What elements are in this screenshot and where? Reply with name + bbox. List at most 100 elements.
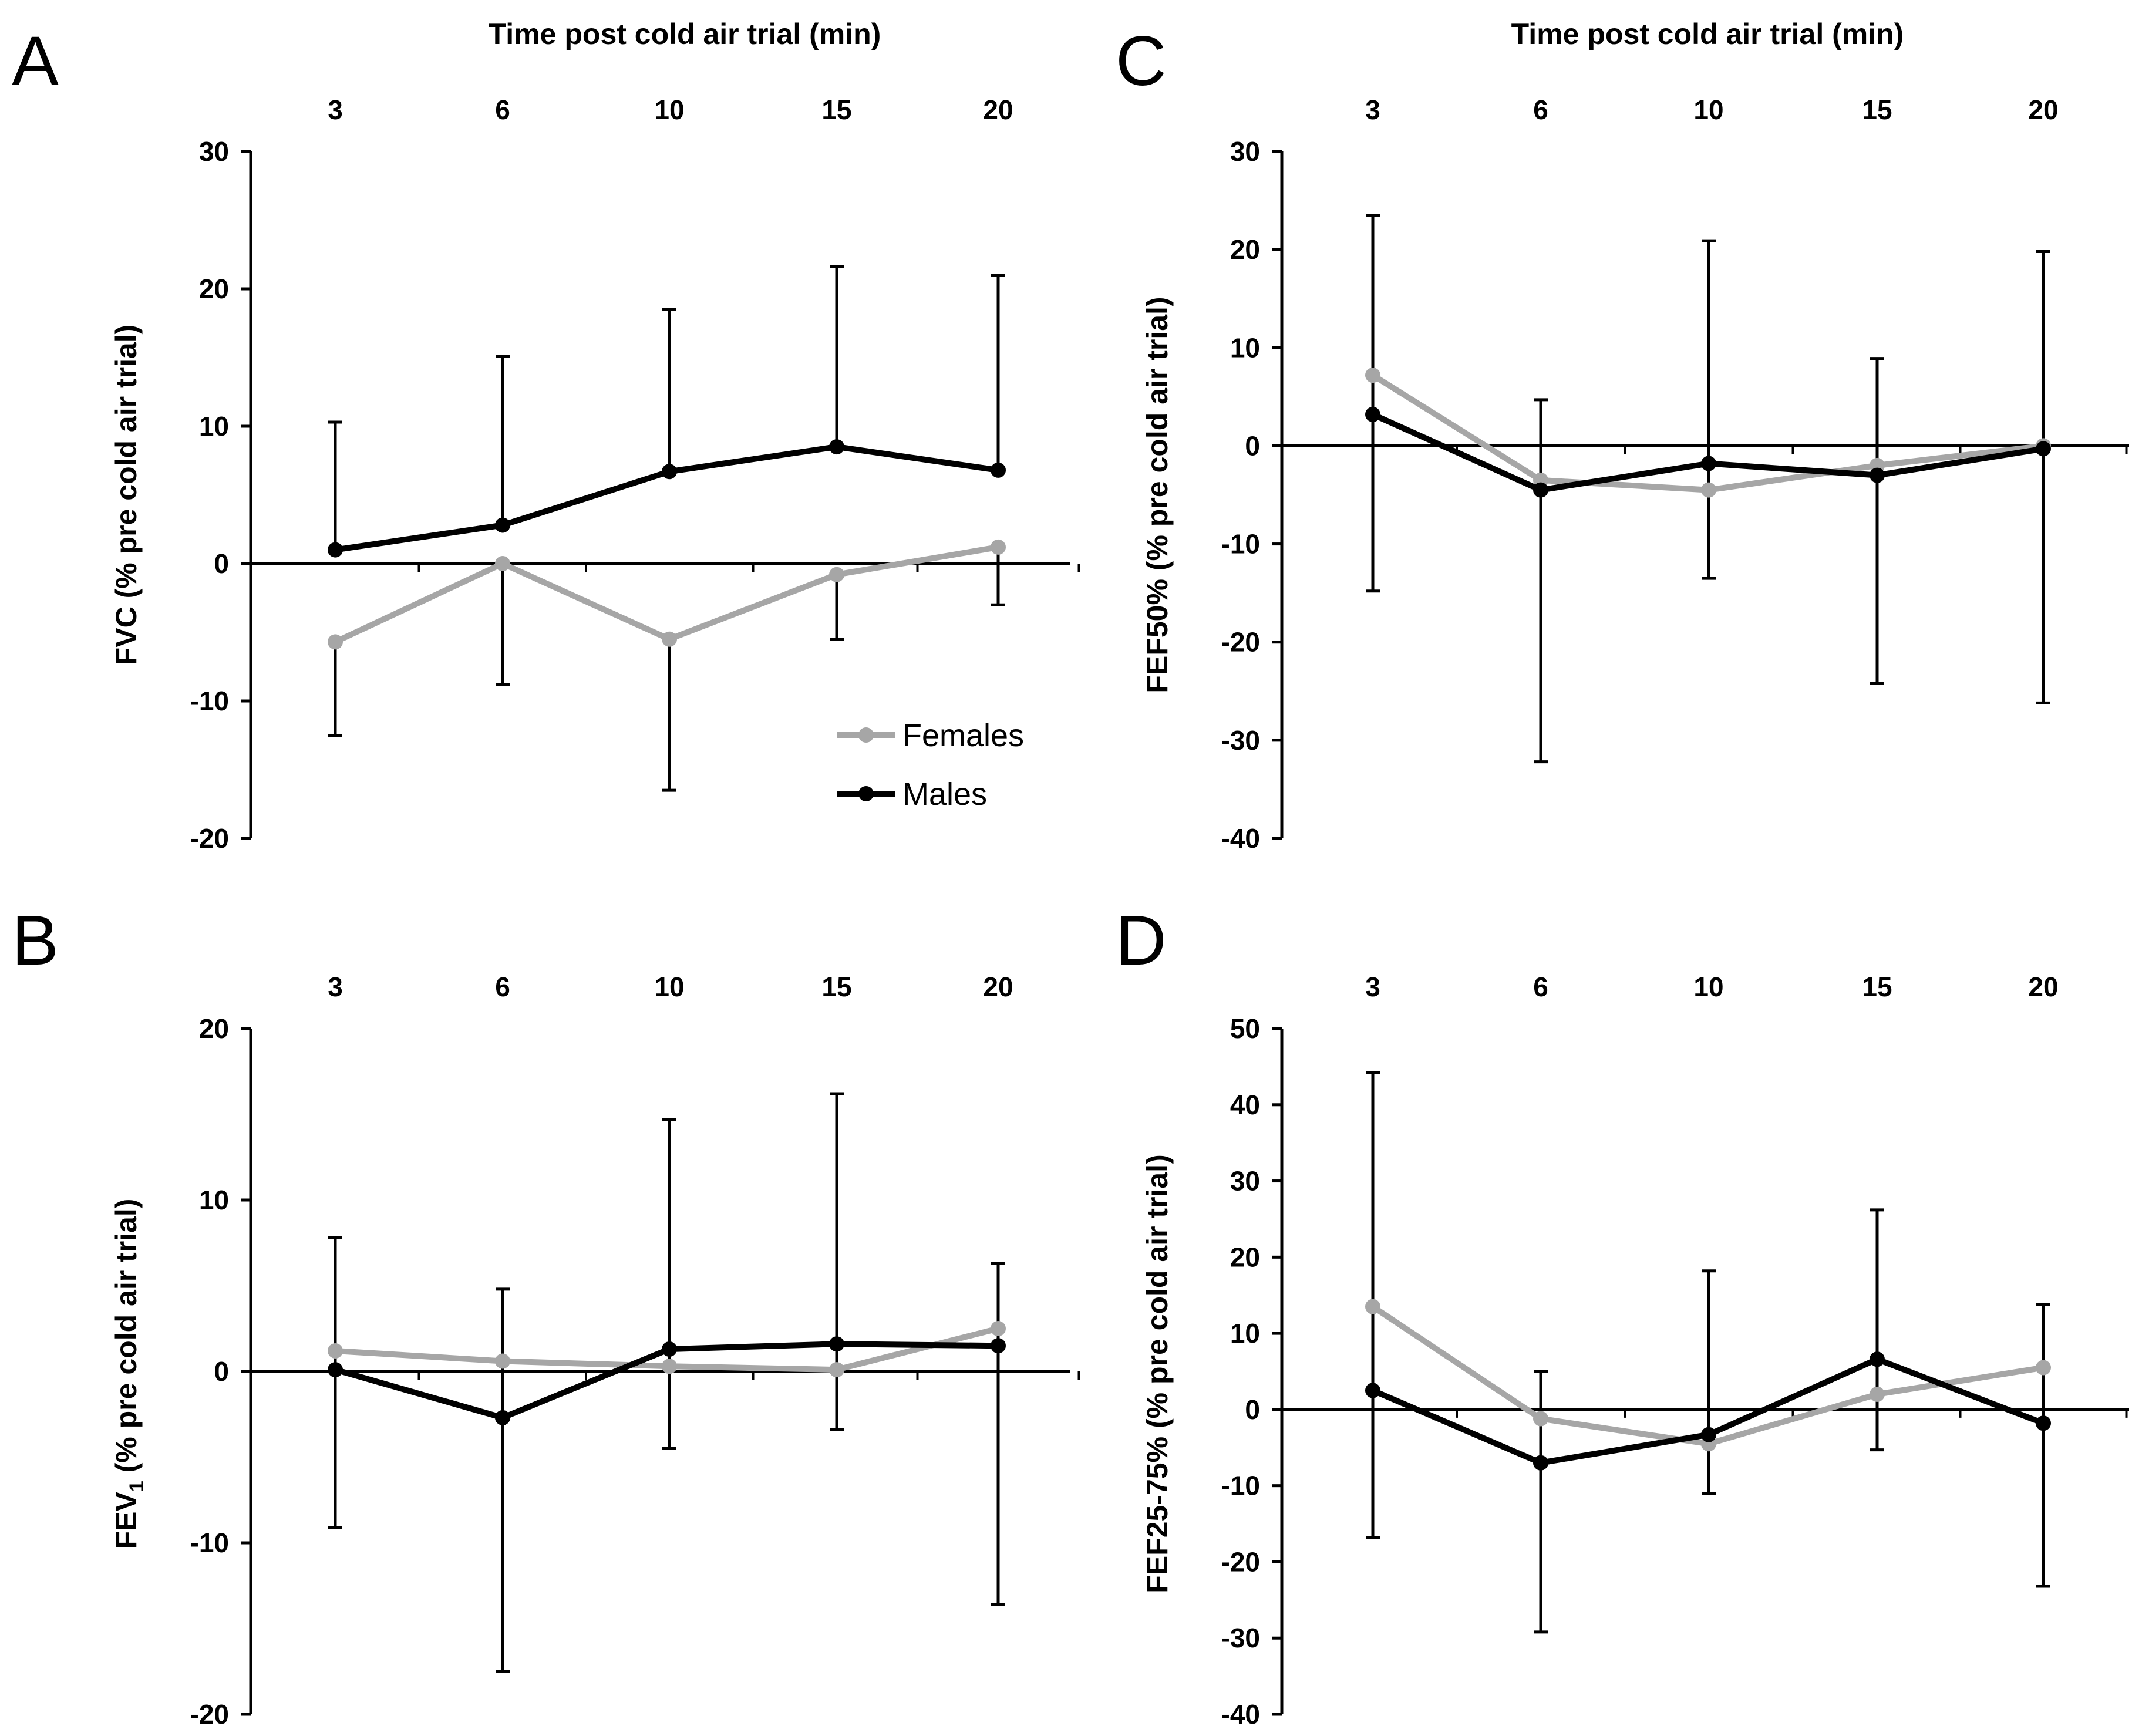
x-tick-label: 15 — [1862, 95, 1892, 125]
data-point-males — [1701, 1427, 1716, 1442]
data-point-females — [2036, 1360, 2051, 1376]
y-tick-label: -10 — [190, 1528, 229, 1558]
panel-c: C Time post cold air trial (min) 3 6 10 15 20 -… — [1116, 18, 2129, 854]
x-tick-label: 15 — [821, 972, 851, 1002]
y-tick-label: 10 — [1230, 1318, 1260, 1349]
y-axis-title-main: FEV — [110, 1492, 143, 1549]
y-tick-label: -40 — [1221, 823, 1260, 854]
panel-letter: A — [12, 22, 59, 100]
series-line-males — [335, 444, 999, 553]
legend-label-females: Females — [902, 718, 1024, 753]
x-tick-label: 20 — [983, 972, 1013, 1002]
x-tick-label: 3 — [1365, 95, 1380, 125]
data-point-males — [1870, 1351, 1885, 1367]
y-axis-title: FVC (% pre cold air trial) — [110, 325, 143, 666]
panel-letter: D — [1116, 901, 1167, 980]
data-point-females — [1365, 1299, 1380, 1314]
data-point-males — [829, 439, 844, 455]
y-axis-title: FEV1 (% pre cold air trial) — [110, 1199, 148, 1549]
x-tick-label: 20 — [2028, 972, 2058, 1002]
panel-b: B 3 6 10 15 20 -20 -10 0 10 20 FEV1 (% pre cold air… — [12, 901, 1080, 1730]
data-point-males — [1365, 406, 1380, 422]
panel-a: A Time post cold air trial (min) 3 6 10 15 20 -… — [12, 18, 1080, 854]
y-tick-label: -10 — [1221, 1471, 1260, 1501]
legend: Females Males — [837, 718, 1024, 812]
x-tick-label: 20 — [2028, 95, 2058, 125]
data-point-males — [662, 1341, 677, 1357]
data-point-males — [328, 542, 343, 558]
y-tick-label: 10 — [1230, 332, 1260, 363]
legend-marker-females — [858, 727, 874, 743]
x-tick-label: 3 — [328, 972, 343, 1002]
data-point-females — [328, 634, 343, 650]
y-tick-label: 20 — [199, 1013, 229, 1044]
data-point-females — [328, 1343, 343, 1359]
data-point-females — [1365, 368, 1380, 383]
data-point-females — [991, 1321, 1006, 1336]
y-tick-label: -30 — [1221, 725, 1260, 756]
x-tick-label: 3 — [328, 95, 343, 125]
data-point-females — [1701, 482, 1716, 498]
y-tick-label: 0 — [214, 1356, 229, 1387]
data-point-females — [1533, 1411, 1548, 1427]
y-tick-label: -20 — [190, 1699, 229, 1730]
legend-label-males: Males — [902, 777, 987, 812]
data-point-females — [829, 1362, 844, 1378]
series-line-females — [334, 544, 999, 645]
y-tick-label: -40 — [1221, 1699, 1260, 1730]
y-tick-label: 40 — [1230, 1090, 1260, 1120]
x-tick-label: 10 — [1693, 972, 1723, 1002]
y-axis-title-main: FEF50% (% pre cold air trial) — [1141, 296, 1174, 693]
x-tick-label: 10 — [654, 95, 684, 125]
data-point-females — [495, 1353, 510, 1369]
x-axis-title: Time post cold air trial (min) — [1511, 18, 1904, 50]
x-tick-label: 15 — [821, 95, 851, 125]
x-tick-label: 6 — [1533, 95, 1548, 125]
y-axis-title-subscript: 1 — [126, 1481, 148, 1492]
y-tick-label: -20 — [1221, 627, 1260, 658]
data-point-males — [495, 1410, 510, 1425]
x-tick-label: 6 — [495, 972, 510, 1002]
data-point-males — [662, 464, 677, 480]
legend-marker-males — [858, 786, 874, 801]
data-point-males — [1870, 467, 1885, 483]
data-point-males — [495, 517, 510, 533]
y-tick-label: -20 — [1221, 1546, 1260, 1577]
data-point-females — [991, 539, 1006, 555]
x-tick-label: 6 — [495, 95, 510, 125]
data-point-males — [991, 1338, 1006, 1354]
panel-letter: B — [12, 901, 59, 980]
data-point-males — [2036, 441, 2051, 457]
y-tick-label: 30 — [1230, 1166, 1260, 1196]
x-tick-label: 3 — [1365, 972, 1380, 1002]
y-axis-title-main: FVC (% pre cold air trial) — [110, 325, 143, 666]
x-tick-label: 15 — [1862, 972, 1892, 1002]
y-tick-label: 20 — [1230, 1242, 1260, 1272]
y-tick-label: 10 — [199, 411, 229, 441]
data-point-females — [829, 567, 844, 582]
y-axis-title: FEF25-75% (% pre cold air trial) — [1141, 1154, 1174, 1593]
data-point-males — [1533, 1455, 1548, 1471]
data-point-males — [2036, 1415, 2051, 1431]
y-tick-label: 30 — [1230, 136, 1260, 167]
y-tick-label: 0 — [1245, 1394, 1260, 1425]
x-tick-label: 10 — [654, 972, 684, 1002]
data-point-males — [991, 462, 1006, 478]
x-tick-label: 10 — [1693, 95, 1723, 125]
y-tick-label: -30 — [1221, 1623, 1260, 1653]
y-tick-label: 50 — [1230, 1013, 1260, 1044]
data-point-females — [1870, 1386, 1885, 1402]
data-point-males — [1701, 456, 1716, 471]
data-point-males — [1365, 1383, 1380, 1398]
y-axis-title-main: FEF25-75% (% pre cold air trial) — [1141, 1154, 1174, 1593]
y-tick-label: -20 — [190, 823, 229, 854]
data-point-males — [829, 1336, 844, 1352]
x-tick-label: 6 — [1533, 972, 1548, 1002]
y-tick-label: -10 — [190, 686, 229, 716]
data-point-males — [328, 1362, 343, 1378]
data-point-males — [1533, 482, 1548, 498]
data-point-females — [662, 631, 677, 647]
y-tick-label: 0 — [214, 548, 229, 579]
x-axis-title: Time post cold air trial (min) — [489, 18, 881, 50]
panel-letter: C — [1116, 22, 1167, 100]
